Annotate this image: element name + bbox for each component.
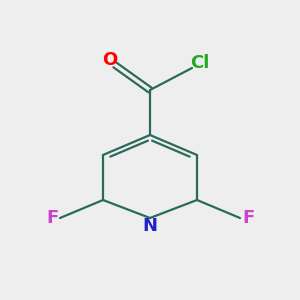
Text: Cl: Cl [190,54,210,72]
Text: O: O [102,51,118,69]
Text: N: N [142,217,158,235]
Text: F: F [242,209,254,227]
Text: F: F [46,209,58,227]
